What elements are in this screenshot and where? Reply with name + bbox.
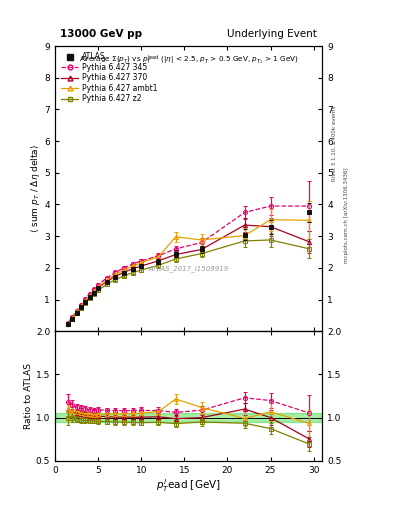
X-axis label: $p_T^l$ead [GeV]: $p_T^l$ead [GeV] (156, 477, 221, 494)
Y-axis label: Ratio to ATLAS: Ratio to ATLAS (24, 363, 33, 429)
Text: 13000 GeV pp: 13000 GeV pp (61, 29, 143, 39)
Y-axis label: $\langle$ sum $p_T$ / $\Delta\eta$ delta$\rangle$: $\langle$ sum $p_T$ / $\Delta\eta$ delta… (29, 144, 42, 233)
Text: Average $\Sigma(p_T)$ vs $p_T^{\rm lead}$ ($|\eta|$ < 2.5, $p_T$ > 0.5 GeV, $p_{: Average $\Sigma(p_T)$ vs $p_T^{\rm lead}… (79, 53, 299, 67)
Text: ATLAS_2017_I1509919: ATLAS_2017_I1509919 (149, 265, 229, 272)
Bar (55, 413, 322, 422)
Text: mcplots.cern.ch [arXiv:1306.3436]: mcplots.cern.ch [arXiv:1306.3436] (344, 167, 349, 263)
Text: Underlying Event: Underlying Event (227, 29, 317, 39)
Text: Rivet 3.1.10, ≥400k events: Rivet 3.1.10, ≥400k events (332, 105, 337, 181)
Legend: ATLAS, Pythia 6.427 345, Pythia 6.427 370, Pythia 6.427 ambt1, Pythia 6.427 z2: ATLAS, Pythia 6.427 345, Pythia 6.427 37… (59, 50, 160, 105)
